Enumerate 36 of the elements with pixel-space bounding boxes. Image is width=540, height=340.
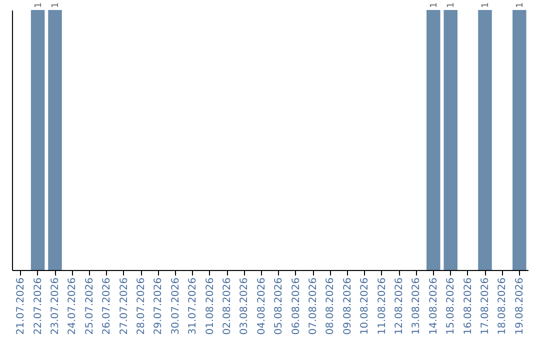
x-tick-label: 09.08.2026 xyxy=(342,278,354,335)
x-tick-label: 06.08.2026 xyxy=(290,278,302,335)
data-label: 1 xyxy=(515,2,526,8)
x-tick-label: 30.07.2026 xyxy=(170,278,182,335)
x-tick-label: 21.07.2026 xyxy=(16,278,27,335)
x-tick-label: 11.08.2026 xyxy=(376,278,388,335)
data-label: 1 xyxy=(429,2,440,8)
x-tick-label: 15.08.2026 xyxy=(446,278,457,335)
x-tick-label: 25.07.2026 xyxy=(84,278,96,335)
x-tick-label: 13.08.2026 xyxy=(411,278,422,335)
x-tick-label: 19.08.2026 xyxy=(514,278,526,335)
x-tick-label: 10.08.2026 xyxy=(360,278,371,335)
data-label: 1 xyxy=(51,2,61,8)
x-tick-label: 17.08.2026 xyxy=(480,278,491,335)
x-tick-label: 28.07.2026 xyxy=(136,278,147,335)
x-tick-label: 03.08.2026 xyxy=(239,278,250,335)
x-tick-label: 24.07.2026 xyxy=(67,278,78,335)
x-tick-label: 07.08.2026 xyxy=(308,278,319,335)
x-tick-label: 18.08.2026 xyxy=(497,278,508,335)
x-tick-label: 23.07.2026 xyxy=(50,278,61,335)
x-tick-label: 27.07.2026 xyxy=(118,278,130,335)
x-tick-label: 14.08.2026 xyxy=(428,278,440,335)
x-tick-label: 04.08.2026 xyxy=(256,278,268,335)
data-label: 1 xyxy=(34,2,44,8)
x-tick-label: 02.08.2026 xyxy=(222,278,233,335)
x-tick-label: 12.08.2026 xyxy=(394,278,405,335)
x-tick-label: 16.08.2026 xyxy=(462,278,474,335)
data-label: 1 xyxy=(481,2,491,8)
x-tick-label: 31.07.2026 xyxy=(188,278,199,335)
x-tick-label: 01.08.2026 xyxy=(204,278,216,335)
x-tick-label: 26.07.2026 xyxy=(102,278,113,335)
x-tick-label: 08.08.2026 xyxy=(325,278,336,335)
x-tick-label: 29.07.2026 xyxy=(153,278,164,335)
x-tick-label: 05.08.2026 xyxy=(274,278,285,335)
x-tick-label: 22.07.2026 xyxy=(32,278,44,335)
data-label: 1 xyxy=(446,2,457,8)
